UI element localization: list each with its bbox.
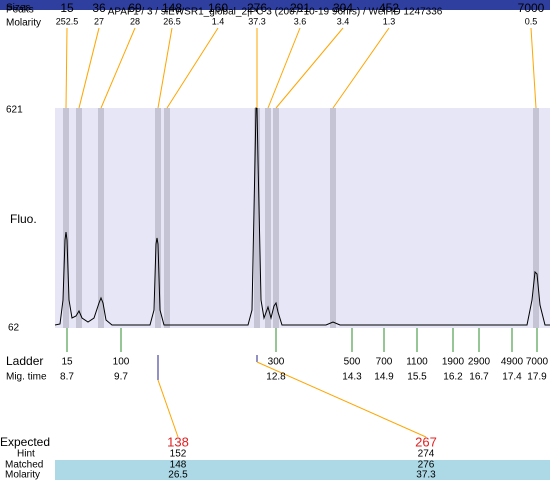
title: APAF1 / 3 / siEWSR1_global_2|PC 3 (2007-… bbox=[108, 7, 443, 18]
peak-connector bbox=[332, 27, 390, 109]
peak-connector bbox=[157, 27, 173, 109]
mig-time: 14.9 bbox=[374, 372, 394, 383]
exp-molarity-label: Molarity bbox=[5, 470, 40, 480]
mig-time: 9.7 bbox=[114, 372, 128, 383]
ladder-size: 700 bbox=[376, 357, 393, 368]
peak-band bbox=[155, 108, 161, 328]
peak-molarity: 1.4 bbox=[212, 16, 225, 26]
peak-size: 291 bbox=[290, 1, 310, 15]
peak-molarity: 3.4 bbox=[337, 16, 350, 26]
molarity-label: Molarity bbox=[6, 18, 41, 29]
molarity: 37.3 bbox=[416, 470, 436, 480]
peak-size: 69 bbox=[128, 1, 142, 15]
y-min: 62 bbox=[8, 323, 20, 334]
peak-band bbox=[76, 108, 82, 328]
connector bbox=[256, 361, 427, 438]
matched-label: Matched bbox=[5, 460, 43, 471]
mig-time: 8.7 bbox=[60, 372, 74, 383]
ladder-size: 1900 bbox=[442, 357, 465, 368]
ladder-size: 100 bbox=[113, 357, 130, 368]
expected-size: 267 bbox=[415, 434, 437, 449]
ladder-size: 4900 bbox=[501, 357, 524, 368]
ladder-label: Ladder bbox=[6, 354, 43, 368]
peak-size: 36 bbox=[92, 1, 106, 15]
molarity-band bbox=[55, 470, 550, 480]
peak-size: 7000 bbox=[518, 1, 545, 15]
plot-area bbox=[55, 108, 550, 328]
ladder-size: 1100 bbox=[406, 357, 428, 368]
peak-band bbox=[254, 108, 260, 328]
title-bar bbox=[0, 0, 550, 10]
peak-band bbox=[98, 108, 104, 328]
peak-size: 304 bbox=[333, 1, 353, 15]
y-max: 621 bbox=[6, 105, 23, 116]
trace bbox=[54, 107, 550, 326]
peak-size: 276 bbox=[247, 1, 267, 15]
mig-time: 16.2 bbox=[443, 372, 463, 383]
peak-size: 160 bbox=[208, 1, 228, 15]
mig-time: 17.9 bbox=[527, 372, 547, 383]
peak-band bbox=[330, 108, 336, 328]
mig-time: 17.4 bbox=[502, 372, 522, 383]
peak-size: 15 bbox=[60, 1, 74, 15]
sizes-label: Sizes bbox=[6, 3, 30, 14]
ladder-size: 300 bbox=[268, 357, 285, 368]
y-label: Fluo. bbox=[10, 212, 37, 226]
matched: 276 bbox=[418, 460, 435, 471]
peak-band bbox=[265, 108, 271, 328]
matched: 148 bbox=[170, 460, 187, 471]
expected-label: Expected bbox=[0, 435, 50, 449]
peak-band bbox=[273, 108, 279, 328]
peak-connector bbox=[267, 27, 301, 109]
mig-time: 12.8 bbox=[266, 372, 286, 383]
molarity: 26.5 bbox=[168, 470, 188, 480]
ladder-size: 7000 bbox=[526, 357, 549, 368]
peak-size: 452 bbox=[379, 1, 399, 15]
peak-molarity: 26.5 bbox=[163, 16, 181, 26]
connector bbox=[157, 379, 179, 438]
mig-label: Mig. time bbox=[6, 372, 47, 383]
peak-band bbox=[164, 108, 170, 328]
peak-molarity: 3.6 bbox=[294, 16, 307, 26]
peaks-label: Peaks bbox=[6, 5, 34, 16]
mig-time: 14.3 bbox=[342, 372, 362, 383]
matched-band bbox=[55, 460, 550, 470]
ladder-size: 15 bbox=[61, 357, 73, 368]
peak-molarity: 27 bbox=[94, 16, 104, 26]
peak-molarity: 28 bbox=[130, 16, 140, 26]
peak-connector bbox=[275, 27, 344, 109]
peak-size: 148 bbox=[162, 1, 182, 15]
mig-time: 16.7 bbox=[469, 372, 489, 383]
peak-molarity: 1.3 bbox=[383, 16, 396, 26]
peak-molarity: 252.5 bbox=[56, 16, 79, 26]
hint: 274 bbox=[418, 449, 435, 460]
peak-connector bbox=[100, 27, 136, 109]
hint: 152 bbox=[170, 449, 187, 460]
peak-band bbox=[63, 108, 69, 328]
hint-label: Hint bbox=[17, 449, 35, 460]
mig-time: 15.5 bbox=[407, 372, 427, 383]
ladder-size: 500 bbox=[344, 357, 361, 368]
peak-connector bbox=[166, 27, 219, 109]
expected-size: 138 bbox=[167, 434, 189, 449]
peak-molarity: 0.5 bbox=[525, 16, 538, 26]
peak-band bbox=[533, 108, 539, 328]
ladder-size: 2900 bbox=[468, 357, 491, 368]
peak-molarity: 37.3 bbox=[248, 16, 266, 26]
peak-connector bbox=[78, 27, 100, 109]
peak-connector bbox=[65, 27, 68, 109]
peak-connector bbox=[530, 27, 537, 109]
